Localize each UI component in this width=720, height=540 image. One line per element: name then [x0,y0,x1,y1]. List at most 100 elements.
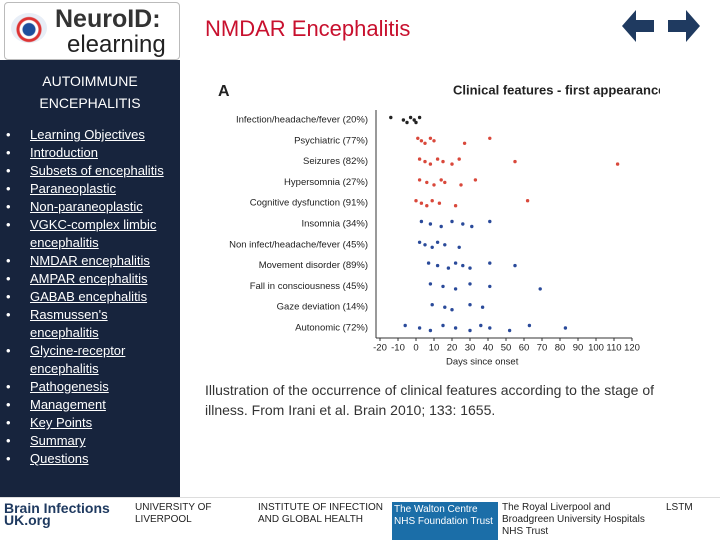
logo-icon [11,13,47,43]
y-tick-label: Gaze deviation (14%) [277,302,368,313]
nav-link[interactable]: Paraneoplastic [6,180,174,198]
dot [479,323,483,328]
nav-link[interactable]: Introduction [6,144,174,162]
dot [408,115,413,120]
dot [428,328,433,333]
footer-logo: The Royal Liverpool and Broadgreen Unive… [502,502,645,537]
x-tick-label: -10 [391,343,405,354]
back-button[interactable] [620,6,656,46]
dot [441,323,445,328]
chart-title: Clinical features - first appearance [453,82,660,97]
dot [468,328,472,333]
dot [430,245,434,249]
nav-link[interactable]: Non-paraneoplastic [6,198,174,216]
dot [419,139,424,143]
dot [403,323,407,328]
next-button[interactable] [666,6,702,46]
dot [443,243,447,247]
dot [405,120,409,125]
nav-link[interactable]: AMPAR encephalitis [6,270,174,288]
dot [459,183,463,187]
dot [419,219,424,224]
dot [428,222,433,226]
dot [412,118,416,122]
dot [428,282,433,286]
dot [414,120,418,125]
y-tick-label: Psychiatric (77%) [294,135,368,146]
nav-link[interactable]: Pathogenesis [6,378,174,396]
dot [419,201,424,205]
dot [425,204,429,208]
dot [563,326,568,330]
x-tick-label: 60 [519,343,530,354]
dot [525,199,530,203]
dot [417,326,422,330]
dot [615,162,620,166]
sidebar-heading: AUTOIMMUNE ENCEPHALITIS [0,70,180,114]
dot [513,159,517,164]
nav-link[interactable]: Questions [6,450,174,468]
dot [417,178,422,182]
nav-link[interactable]: Key Points [6,414,174,432]
y-tick-label: Seizures (82%) [303,156,368,167]
nav-link[interactable]: Glycine-receptor encephalitis [6,342,174,378]
dot [435,157,440,161]
dot [439,224,443,229]
x-tick-label: 20 [447,343,458,354]
x-tick-label: 30 [465,343,476,354]
x-tick-label: 40 [483,343,494,354]
logo-text: NeuroID: [55,5,161,33]
y-tick-label: Fall in consciousness (45%) [250,281,368,292]
x-tick-label: 70 [537,343,548,354]
dot [432,183,436,187]
dot [538,287,542,291]
dot [461,263,465,268]
footer-logo: UNIVERSITY OF LIVERPOOL [135,502,212,525]
x-tick-label: -20 [373,343,387,354]
dot [439,178,443,182]
footer-logo: LSTM [666,502,693,513]
dot [453,261,458,265]
dot [401,118,406,122]
dot [414,199,418,203]
footer-logo: Brain Infections UK.org [4,500,110,528]
nav-link[interactable]: GABAB encephalitis [6,288,174,306]
dot [435,240,440,244]
dot [432,139,436,143]
nav-link[interactable]: Management [6,396,174,414]
dot [450,219,454,224]
x-axis-label: Days since onset [446,357,519,368]
dot [425,180,429,185]
nav-link[interactable]: VGKC-complex limbic encephalitis [6,216,174,252]
figure: A Clinical features - first appearance -20… [218,82,660,368]
heading-line: AUTOIMMUNE [42,73,138,89]
dot [457,245,461,249]
nav-link[interactable]: Summary [6,432,174,450]
nav-link[interactable]: Learning Objectives [6,126,174,144]
dot [443,180,447,185]
nav-link[interactable]: NMDAR encephalitis [6,252,174,270]
y-tick-label: Movement disorder (89%) [259,260,368,271]
nav-link[interactable]: Subsets of encephalitis [6,162,174,180]
dot [430,303,434,307]
dot [513,263,517,268]
dot [468,282,472,286]
logo-text: elearning [67,31,166,58]
footer: Brain Infections UK.org UNIVERSITY OF LIV… [0,497,720,540]
dot [389,115,393,120]
x-tick-label: 90 [573,343,584,354]
dot [488,219,492,224]
dot [441,284,445,289]
dot [423,243,427,247]
dot [417,115,422,120]
dot [426,261,431,265]
dot [488,326,492,330]
dot [446,266,451,270]
dot [527,323,532,328]
nav-link[interactable]: Rasmussen's encephalitis [6,306,174,342]
dot [430,199,434,203]
x-tick-label: 120 [624,343,640,354]
dot [470,224,474,229]
dot [480,305,485,309]
